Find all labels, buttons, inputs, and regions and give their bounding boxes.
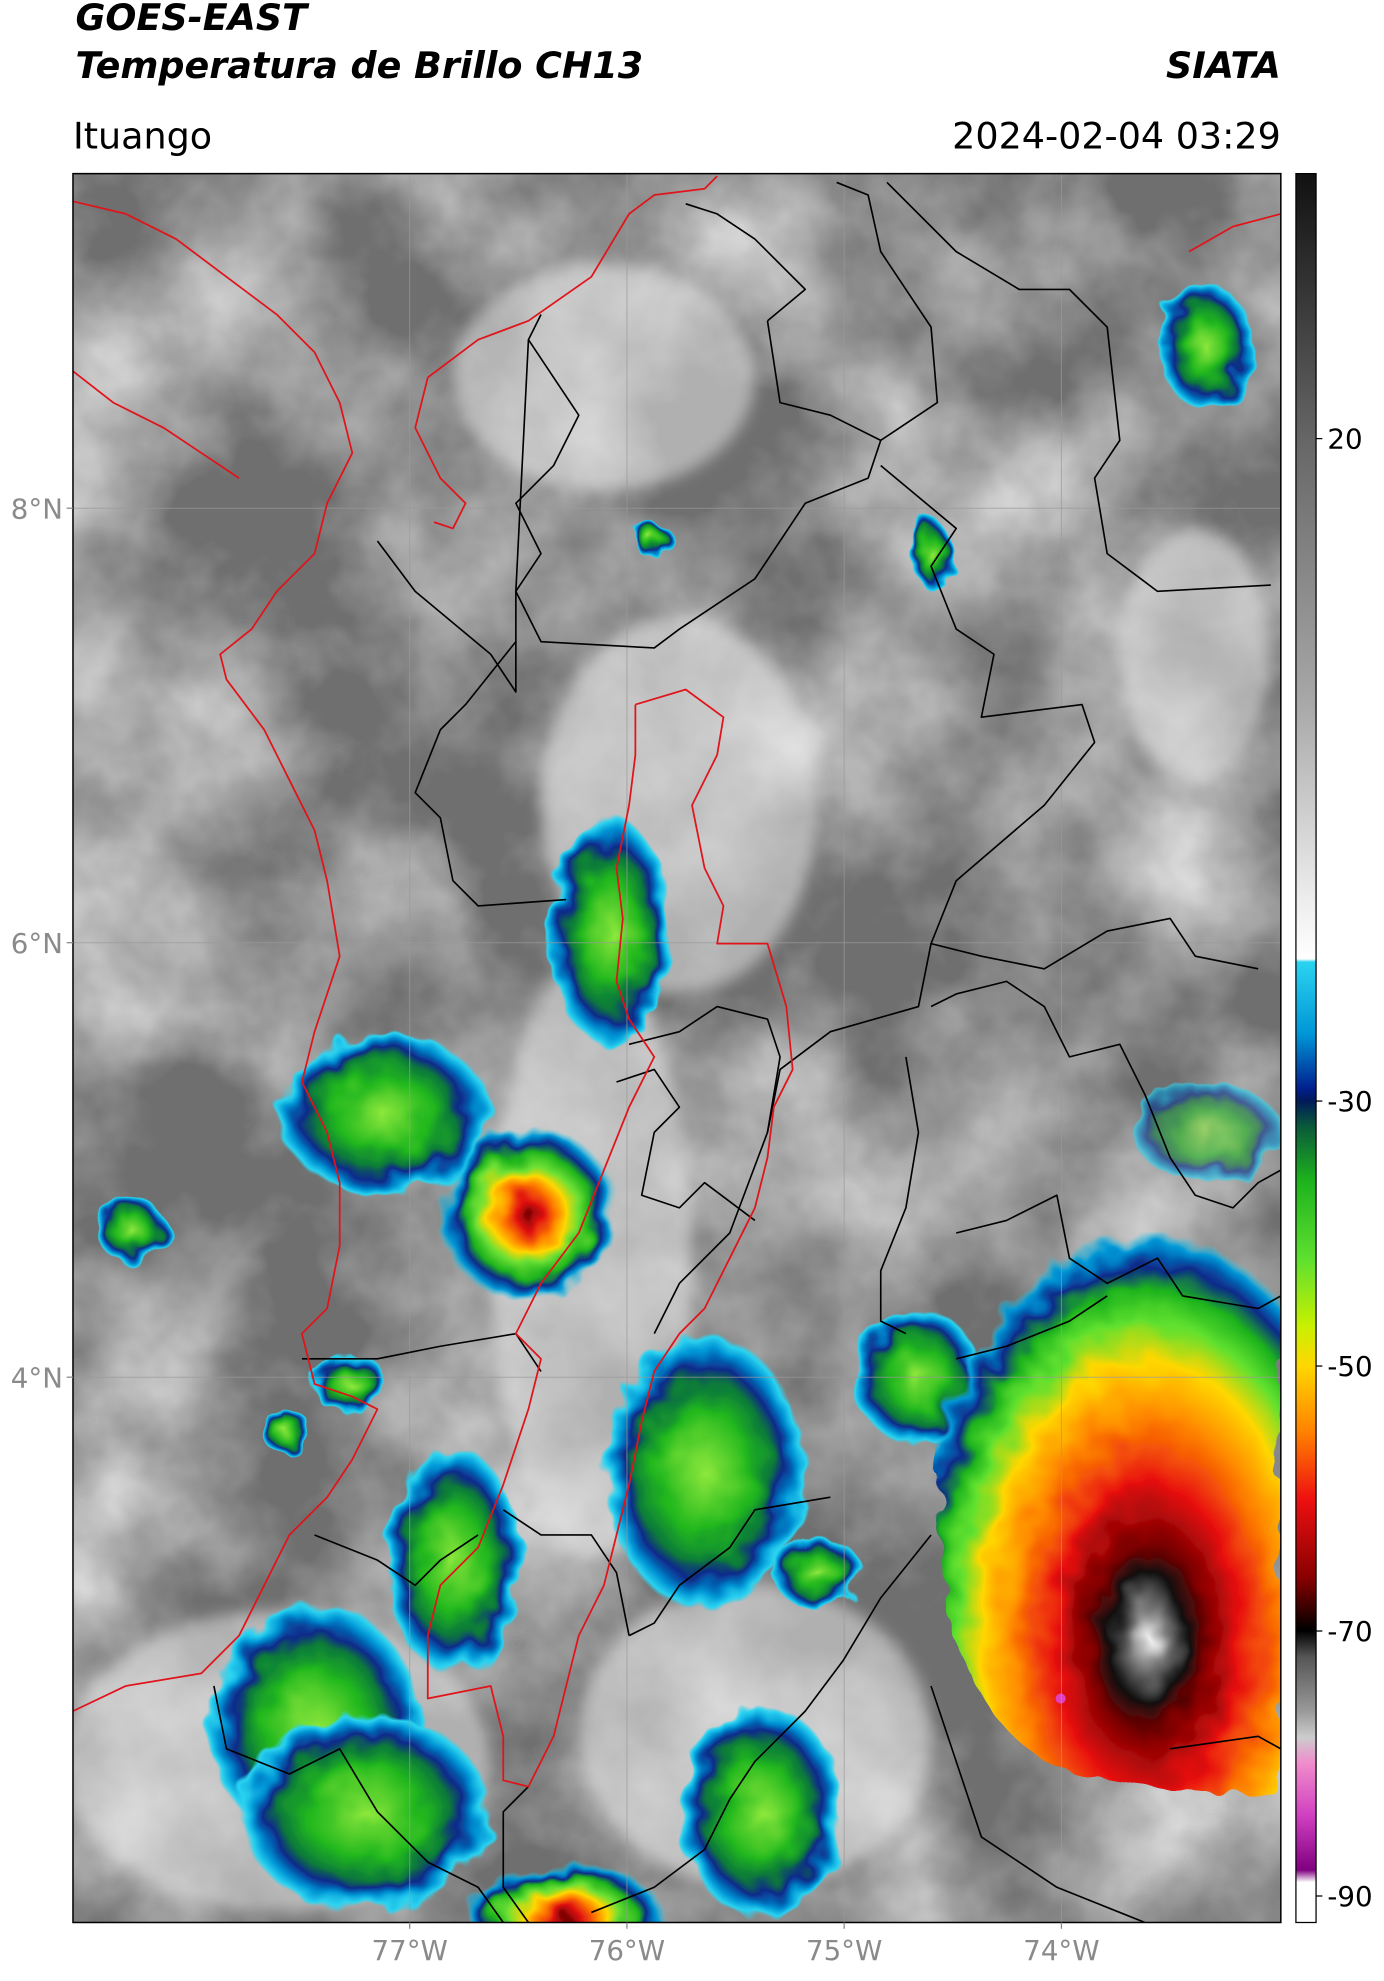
borders <box>213 181 1281 1923</box>
source: SIATA <box>1166 44 1281 87</box>
location: Ituango <box>73 114 212 157</box>
datetime: 2024-02-04 03:29 <box>952 114 1281 157</box>
lon-label: 75°W <box>806 1934 882 1967</box>
ticks: 77°W 76°W 75°W 74°W 8°N 6°N 4°N 20 -30 -50 -70 -90 <box>11 423 1373 1968</box>
title: GOES-EAST <box>75 0 310 39</box>
map-frame <box>72 172 1282 1924</box>
colorbar-label: -50 <box>1327 1350 1372 1383</box>
lat-label: 8°N <box>11 492 63 525</box>
red-boundaries <box>72 175 1281 1788</box>
satellite-image <box>72 173 1281 1923</box>
subtitle: Temperatura de Brillo CH13 <box>75 44 643 87</box>
lon-label: 74°W <box>1023 1934 1099 1967</box>
lat-label: 6°N <box>11 927 63 960</box>
colorbar-label: -30 <box>1327 1085 1372 1118</box>
graticule <box>72 173 1281 1923</box>
colorbar-label: -90 <box>1327 1880 1372 1913</box>
lon-label: 77°W <box>372 1934 448 1967</box>
lat-label: 4°N <box>11 1361 63 1394</box>
lon-label: 76°W <box>589 1934 665 1967</box>
colorbar-label: 20 <box>1327 423 1362 456</box>
colorbar <box>1295 172 1317 1924</box>
colorbar-label: -70 <box>1327 1615 1372 1648</box>
